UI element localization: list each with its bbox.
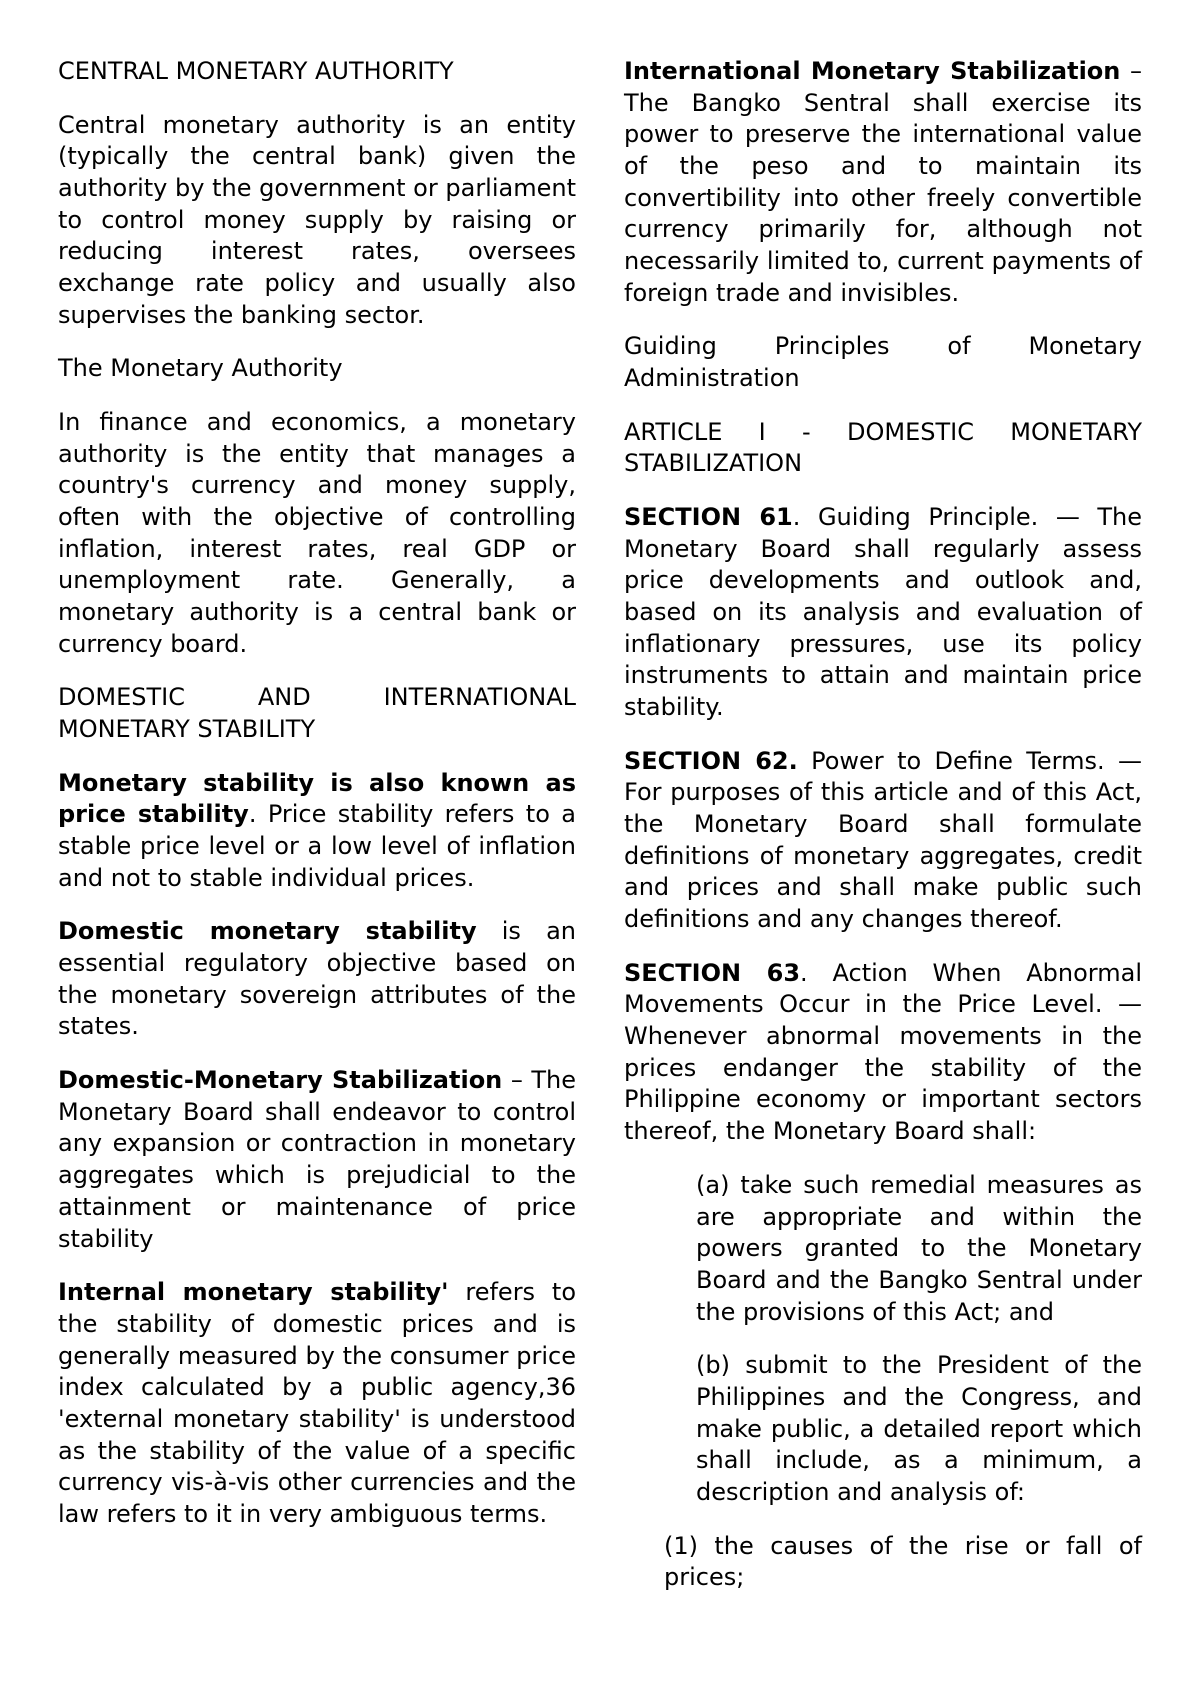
heading-article-i: ARTICLE I - DOMESTIC MONETARY STABILIZAT… [624, 417, 1142, 480]
subheading-monetary-authority: The Monetary Authority [58, 353, 576, 385]
paragraph: Monetary stability is also known as pric… [58, 768, 576, 895]
text: (b) submit to the President of the Phili… [696, 1351, 1142, 1506]
text: (1) the causes of the rise or fall of pr… [664, 1532, 1142, 1592]
text: (a) take such remedial measures as are a… [696, 1171, 1142, 1326]
paragraph: International Monetary Stabilization – T… [624, 56, 1142, 309]
text: DOMESTIC AND INTERNATIONAL MONETARY STAB… [58, 683, 576, 743]
text: CENTRAL MONETARY AUTHORITY [58, 57, 454, 85]
bold-lead: SECTION 61 [624, 503, 793, 531]
bold-lead: SECTION 63 [624, 959, 800, 987]
subheading-guiding-principles: Guiding Principles of Monetary Administr… [624, 331, 1142, 394]
paragraph: Domestic-Monetary Stabilization – The Mo… [58, 1065, 576, 1255]
list-item-b: (b) submit to the President of the Phili… [624, 1350, 1142, 1508]
bold-lead: SECTION 62. [624, 747, 798, 775]
text: . Guiding Principle. — The Monetary Boar… [624, 503, 1142, 721]
section-62: SECTION 62. Power to Define Terms. — For… [624, 746, 1142, 936]
text: refers to the stability of domestic pric… [58, 1278, 576, 1528]
paragraph: Internal monetary stability' refers to t… [58, 1277, 576, 1530]
bold-lead: Domestic-Monetary Stabilization [58, 1066, 502, 1094]
text: Central monetary authority is an entity … [58, 111, 576, 329]
section-61: SECTION 61. Guiding Principle. — The Mon… [624, 502, 1142, 724]
list-item-1: (1) the causes of the rise or fall of pr… [624, 1531, 1142, 1594]
bold-lead: Domestic monetary stability [58, 917, 477, 945]
heading-domestic-international: DOMESTIC AND INTERNATIONAL MONETARY STAB… [58, 682, 576, 745]
text: In finance and economics, a monetary aut… [58, 408, 576, 658]
paragraph: In finance and economics, a monetary aut… [58, 407, 576, 660]
text: ARTICLE I - DOMESTIC MONETARY STABILIZAT… [624, 418, 1142, 478]
list-item-a: (a) take such remedial measures as are a… [624, 1170, 1142, 1328]
bold-lead: Internal monetary stability' [58, 1278, 449, 1306]
document-page: CENTRAL MONETARY AUTHORITY Central monet… [0, 0, 1200, 1698]
heading-central-monetary-authority: CENTRAL MONETARY AUTHORITY [58, 56, 576, 88]
section-63: SECTION 63. Action When Abnormal Movemen… [624, 958, 1142, 1148]
paragraph: Domestic monetary stability is an essent… [58, 916, 576, 1043]
bold-lead: International Monetary Stabilization [624, 57, 1120, 85]
paragraph: Central monetary authority is an entity … [58, 110, 576, 332]
text: – The Bangko Sentral shall exercise its … [624, 57, 1142, 307]
text: Guiding Principles of Monetary Administr… [624, 332, 1142, 392]
text: The Monetary Authority [58, 354, 343, 382]
